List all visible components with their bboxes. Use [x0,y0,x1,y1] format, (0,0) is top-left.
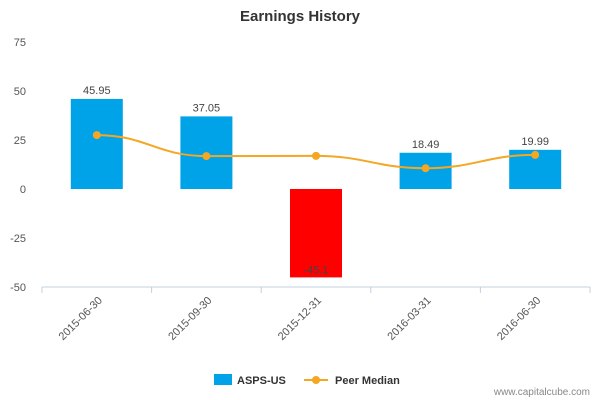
data-label: 37.05 [193,102,221,114]
credit-text: www.capitalcube.com [493,387,590,398]
y-axis: 75 50 25 0 -25 -50 [10,37,26,294]
peer-median-point-2015-06-30[interactable] [92,131,101,140]
bar-2015-06-30[interactable] [70,98,123,189]
y-tick-label: 75 [14,37,26,49]
y-tick-label: 25 [14,135,26,147]
x-tick-label: 2015-09-30 [166,295,214,343]
legend-swatch-asps [214,374,232,385]
peer-median-point-2016-03-31[interactable] [421,164,430,173]
data-label: 45.95 [83,85,111,97]
x-tick-label: 2015-06-30 [57,295,105,343]
peer-median-point-2015-12-31[interactable] [312,151,320,160]
legend-label-asps: ASPS-US [237,375,286,387]
bar-series [70,98,562,278]
legend-label-peer: Peer Median [335,375,400,387]
peer-median-point-2016-06-30[interactable] [531,150,540,159]
x-axis: 2015-06-30 2015-09-30 2015-12-31 2016-03-31… [41,286,591,343]
x-tick-label: 2016-03-31 [385,295,433,343]
bar-2015-12-31[interactable] [290,189,342,278]
legend-marker-peer [312,376,320,384]
legend: ASPS-US Peer Median [214,374,400,387]
y-tick-label: 0 [20,184,26,196]
peer-median-point-2015-09-30[interactable] [202,152,211,161]
x-tick-label: 2015-12-31 [276,295,324,343]
data-label: -45.1 [303,264,328,276]
data-label: 19.99 [521,136,549,148]
data-label: 18.49 [412,139,440,151]
peer-median-series [92,131,540,173]
chart-title: Earnings History [240,8,361,25]
data-labels: 45.95 37.05 -45.1 18.49 19.99 [83,85,549,276]
peer-median-line [96,134,536,170]
y-tick-label: -50 [10,282,26,294]
y-tick-label: -25 [10,233,26,245]
x-tick-label: 2016-06-30 [495,295,543,343]
y-tick-label: 50 [14,86,26,98]
